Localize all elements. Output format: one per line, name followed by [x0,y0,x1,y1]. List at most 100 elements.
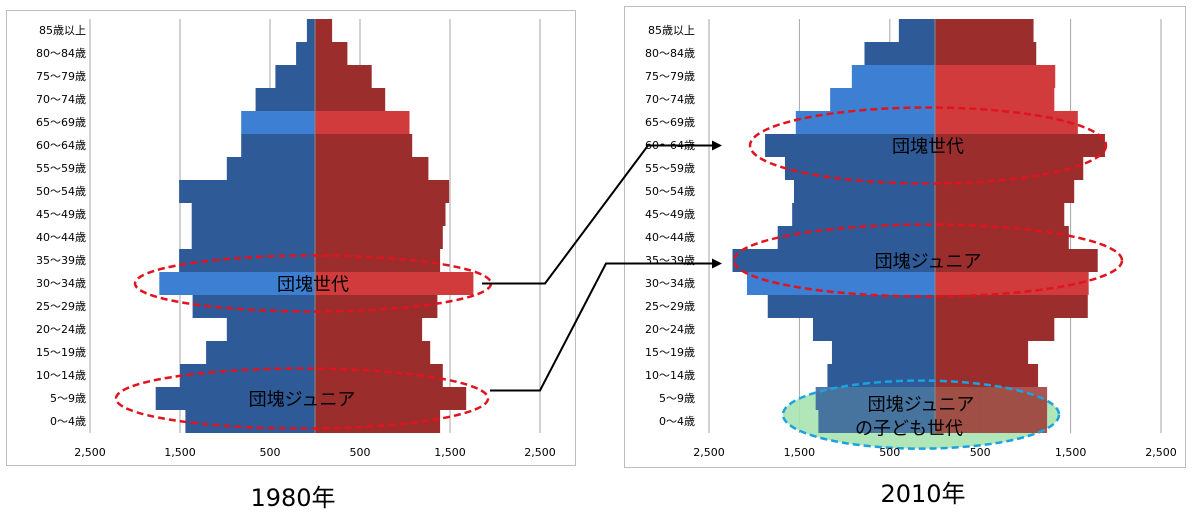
age-label: 30〜34歳 [36,276,86,290]
x-tick-label: 1,500 [164,446,196,459]
male-bar-10〜14歳 [827,364,935,387]
female-bar-30〜34歳 [935,272,1089,295]
x-tick-label: 500 [879,446,901,459]
age-label: 65〜69歳 [645,115,695,129]
male-bar-20〜24歳 [812,318,935,341]
arrow-dankai-junior [490,258,722,392]
male-bar-80〜84歳 [296,42,315,65]
female-bar-50〜54歳 [315,180,450,203]
male-bar-25〜29歳 [767,295,935,318]
age-label: 10〜14歳 [36,368,86,382]
male-bar-40〜44歳 [191,226,315,249]
annotation-text: 団塊ジュニア [868,395,975,416]
year-label-1980: 1980年 [250,484,336,512]
female-bar-85歳以上 [315,19,333,42]
male-bar-80〜84歳 [864,42,935,65]
male-bar-50〜54歳 [179,180,315,203]
female-bar-5〜9歳 [315,387,467,410]
male-bar-65〜69歳 [795,111,935,134]
age-label: 35〜39歳 [36,253,86,267]
age-label: 40〜44歳 [645,230,695,244]
age-label: 35〜39歳 [645,253,695,267]
annotation-ellipse [114,367,490,430]
age-label: 5〜9歳 [659,391,695,405]
age-label: 85歳以上 [39,23,86,37]
age-label: 45〜49歳 [645,207,695,221]
male-bar-55〜59歳 [226,157,315,180]
age-label: 45〜49歳 [36,207,86,221]
annotation-text: 団塊世代 [277,275,349,296]
age-label: 70〜74歳 [645,92,695,106]
male-bar-40〜44歳 [777,226,935,249]
male-bar-0〜4歳 [818,410,935,433]
age-label: 80〜84歳 [36,46,86,60]
male-bar-50〜54歳 [793,180,935,203]
female-bar-70〜74歳 [935,88,1055,111]
annotation-text: 団塊ジュニア [249,390,356,411]
x-tick-label: 2,500 [693,446,725,459]
annotation-ellipse [732,223,1124,298]
age-label: 30〜34歳 [645,276,695,290]
age-label: 50〜54歳 [36,184,86,198]
female-bar-75〜79歳 [935,65,1056,88]
x-tick-label: 2,500 [524,446,556,459]
annotation-text: 団塊ジュニア [875,252,982,273]
male-bar-85歳以上 [306,19,315,42]
male-bar-65〜69歳 [241,111,315,134]
female-bar-40〜44歳 [935,226,1069,249]
male-bar-35〜39歳 [179,249,315,272]
female-bar-25〜29歳 [935,295,1088,318]
year-label-2010: 2010年 [880,480,966,508]
male-bar-75〜79歳 [851,65,935,88]
male-bar-70〜74歳 [255,88,315,111]
x-tick-label: 500 [259,446,281,459]
age-label: 0〜4歳 [659,414,695,428]
age-label: 85歳以上 [648,23,695,37]
male-bar-5〜9歳 [155,387,315,410]
female-bar-15〜19歳 [935,341,1029,364]
female-bar-0〜4歳 [935,410,1048,433]
male-bar-45〜49歳 [792,203,935,226]
age-label: 20〜24歳 [36,322,86,336]
female-bar-65〜69歳 [315,111,410,134]
female-bar-55〜59歳 [935,157,1084,180]
male-bar-15〜19歳 [206,341,315,364]
male-bar-35〜39歳 [732,249,935,272]
age-label: 0〜4歳 [50,414,86,428]
age-label: 20〜24歳 [645,322,695,336]
female-bar-55〜59歳 [315,157,429,180]
female-bar-45〜49歳 [935,203,1065,226]
female-bar-85歳以上 [935,19,1034,42]
age-label: 15〜19歳 [645,345,695,359]
annotation-text-line2: の子ども世代 [855,419,963,440]
female-bar-45〜49歳 [315,203,446,226]
male-bar-20〜24歳 [226,318,315,341]
annotation-ellipse [748,106,1108,185]
age-label: 70〜74歳 [36,92,86,106]
arrow-dankai-generation [482,140,722,285]
age-label: 5〜9歳 [50,391,86,405]
female-bar-75〜79歳 [315,65,372,88]
x-tick-label: 500 [349,446,371,459]
x-tick-label: 1,500 [783,446,816,459]
male-bar-30〜34歳 [746,272,935,295]
female-bar-30〜34歳 [315,272,474,295]
female-bar-15〜19歳 [315,341,431,364]
female-bar-40〜44歳 [315,226,443,249]
male-bar-10〜14歳 [180,364,315,387]
female-bar-60〜64歳 [935,134,1105,157]
male-bar-15〜19歳 [831,341,935,364]
x-tick-label: 2,500 [1145,446,1177,459]
male-bar-85歳以上 [898,19,935,42]
annotation-text: 団塊世代 [892,137,964,158]
female-bar-35〜39歳 [935,249,1098,272]
x-tick-label: 500 [969,446,991,459]
female-bar-10〜14歳 [935,364,1039,387]
male-bar-70〜74歳 [830,88,935,111]
female-bar-20〜24歳 [315,318,423,341]
age-label: 65〜69歳 [36,115,86,129]
age-label: 50〜54歳 [645,184,695,198]
female-bar-80〜84歳 [935,42,1037,65]
